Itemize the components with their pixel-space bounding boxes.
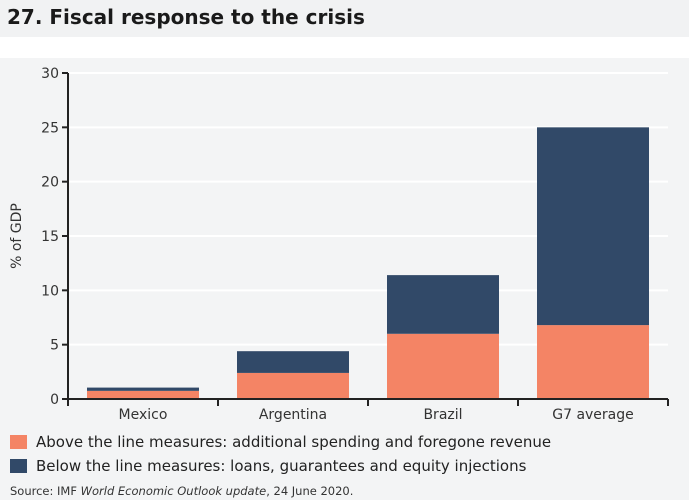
y-tick-label: 25 bbox=[41, 120, 59, 136]
source-title: World Economic Outlook update bbox=[80, 484, 267, 498]
x-tick-label: Argentina bbox=[259, 407, 327, 423]
y-tick-label: 5 bbox=[50, 338, 59, 354]
bar-chart: 0 5 10 15 20 25 30 Mexico Argentina Brazil G7 aver… bbox=[9, 66, 669, 423]
y-tick-label: 10 bbox=[41, 283, 59, 299]
legend-item-above: Above the line measures: additional spen… bbox=[10, 433, 551, 451]
y-axis-label: % of GDP bbox=[9, 203, 25, 269]
x-tick-label: Mexico bbox=[119, 407, 168, 423]
legend-swatch bbox=[10, 435, 27, 449]
bar-below-argentina bbox=[237, 351, 349, 373]
y-tick-label: 30 bbox=[41, 66, 59, 82]
x-tick-label: Brazil bbox=[423, 407, 462, 423]
source-prefix: Source: IMF bbox=[10, 484, 81, 498]
legend-label: Below the line measures: loans, guarante… bbox=[36, 457, 527, 475]
legend-item-below: Below the line measures: loans, guarante… bbox=[10, 457, 526, 475]
legend-swatch bbox=[10, 459, 27, 473]
x-tick-label: G7 average bbox=[552, 407, 634, 423]
legend-label: Above the line measures: additional spen… bbox=[36, 433, 552, 451]
y-tick-label: 20 bbox=[41, 175, 59, 191]
bar-above-mexico bbox=[87, 390, 199, 399]
bar-below-brazil bbox=[387, 275, 499, 334]
title-bar: 27. Fiscal response to the crisis bbox=[0, 0, 689, 37]
y-tick-label: 0 bbox=[50, 392, 59, 408]
bar-above-argentina bbox=[237, 372, 349, 399]
bar-above-brazil bbox=[387, 333, 499, 399]
bar-below-mexico bbox=[87, 387, 199, 391]
bar-below-g7-average bbox=[537, 127, 649, 326]
y-tick-label: 15 bbox=[41, 229, 59, 245]
source-note: Source: IMF World Economic Outlook updat… bbox=[10, 484, 353, 498]
chart-title: 27. Fiscal response to the crisis bbox=[7, 5, 365, 29]
source-suffix: , 24 June 2020. bbox=[266, 484, 354, 498]
bar-above-g7-average bbox=[537, 325, 649, 399]
